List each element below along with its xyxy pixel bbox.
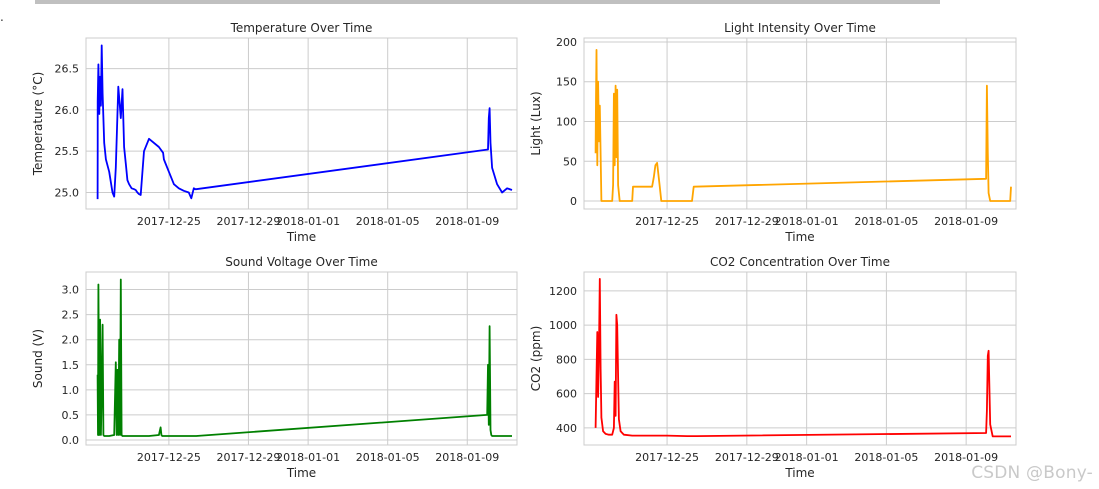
chart3-xtick-label-1: 2017-12-29	[715, 451, 779, 464]
chart0-xtick-label-0: 2017-12-25	[137, 215, 201, 228]
chart3-ylabel: CO2 (ppm)	[529, 326, 543, 392]
chart2-xtick-label-4: 2018-01-09	[435, 451, 499, 464]
corner-mark: .	[0, 10, 4, 24]
chart3-ytick-label-4: 1200	[549, 285, 577, 298]
chart1-title: Light Intensity Over Time	[724, 21, 876, 35]
chart2-xtick-label-3: 2018-01-05	[356, 451, 420, 464]
chart1-xlabel: Time	[784, 230, 814, 244]
chart1-xtick-label-1: 2017-12-29	[715, 215, 779, 228]
chart0-xtick-label-3: 2018-01-05	[356, 215, 420, 228]
chart1-ytick-label-0: 0	[570, 195, 577, 208]
chart0-ytick-label-1: 25.5	[55, 145, 80, 158]
chart0-ylabel: Temperature (°C)	[31, 72, 45, 177]
chart2-title: Sound Voltage Over Time	[225, 255, 377, 269]
chart0-axes-frame	[85, 37, 518, 210]
chart2-xtick-label-0: 2017-12-25	[137, 451, 201, 464]
chart1-xtick-label-2: 2018-01-01	[775, 215, 839, 228]
chart0-ytick-label-2: 26.0	[55, 104, 80, 117]
chart1-ylabel: Light (Lux)	[529, 91, 543, 155]
chart2-ytick-label-0: 0.0	[62, 434, 80, 447]
chart3-ytick-label-2: 800	[556, 353, 577, 366]
watermark-text: CSDN @Bony-	[971, 463, 1093, 483]
chart1-ytick-label-4: 200	[556, 36, 577, 49]
top-scrollbar	[35, 0, 940, 4]
chart0-series-line	[96, 44, 513, 200]
chart3-ytick-label-1: 600	[556, 388, 577, 401]
chart1-series-line	[594, 49, 1012, 202]
chart2-axes-frame	[85, 271, 518, 446]
chart1-ytick-label-1: 50	[563, 155, 577, 168]
chart2-ytick-label-5: 2.5	[62, 309, 80, 322]
chart0-xtick-label-2: 2018-01-01	[276, 215, 340, 228]
chart3-xtick-label-4: 2018-01-09	[934, 451, 998, 464]
chart-panel-sound: 0.0 0.5 1.0 1.5 2.0 2.5 3.0 2017-12-25 2017-12-2…	[31, 255, 518, 480]
chart3-xlabel: Time	[784, 466, 814, 480]
chart3-xtick-label-2: 2018-01-01	[775, 451, 839, 464]
chart1-xtick-label-0: 2017-12-25	[635, 215, 699, 228]
chart0-xtick-label-4: 2018-01-09	[435, 215, 499, 228]
chart2-series-line	[96, 278, 512, 437]
chart0-xlabel: Time	[286, 230, 316, 244]
chart1-xtick-label-4: 2018-01-09	[934, 215, 998, 228]
chart3-axes-frame	[583, 271, 1017, 446]
chart3-ytick-label-0: 400	[556, 422, 577, 435]
chart3-xtick-label-0: 2017-12-25	[635, 451, 699, 464]
chart0-ytick-label-0: 25.0	[55, 186, 80, 199]
chart2-xtick-label-2: 2018-01-01	[276, 451, 340, 464]
chart0-title: Temperature Over Time	[230, 21, 373, 35]
chart2-ytick-label-2: 1.0	[62, 384, 80, 397]
chart2-ylabel: Sound (V)	[31, 329, 45, 388]
chart1-xtick-label-3: 2018-01-05	[854, 215, 918, 228]
chart2-ytick-label-6: 3.0	[62, 284, 80, 297]
chart1-axes-frame	[583, 37, 1017, 210]
chart3-series-line	[594, 278, 1011, 438]
chart0-ytick-label-3: 26.5	[55, 63, 80, 76]
chart2-ytick-label-1: 0.5	[62, 409, 80, 422]
chart3-xtick-label-3: 2018-01-05	[854, 451, 918, 464]
chart0-xtick-label-1: 2017-12-29	[216, 215, 280, 228]
chart1-ytick-label-3: 150	[556, 76, 577, 89]
chart2-ytick-label-4: 2.0	[62, 334, 80, 347]
chart3-title: CO2 Concentration Over Time	[710, 255, 890, 269]
chart2-ytick-label-3: 1.5	[62, 359, 80, 372]
chart2-xlabel: Time	[286, 466, 316, 480]
chart3-ytick-label-3: 1000	[549, 319, 577, 332]
chart2-xtick-label-1: 2017-12-29	[216, 451, 280, 464]
chart1-ytick-label-2: 100	[556, 116, 577, 129]
